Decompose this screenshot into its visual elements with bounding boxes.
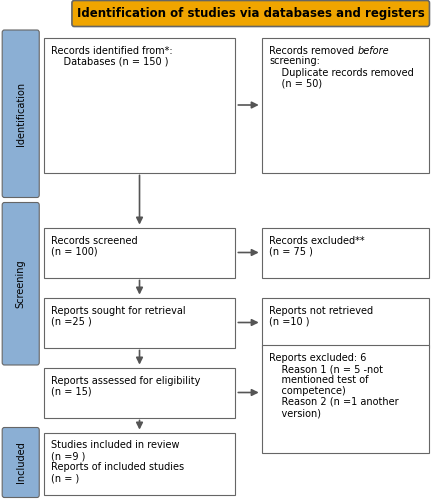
FancyBboxPatch shape — [72, 0, 429, 26]
Text: Reports assessed for eligibility: Reports assessed for eligibility — [51, 376, 201, 386]
Text: Reports of included studies: Reports of included studies — [51, 462, 184, 472]
Text: competence): competence) — [269, 386, 346, 396]
Text: (n = 100): (n = 100) — [51, 246, 98, 256]
Text: Records excluded**: Records excluded** — [269, 236, 365, 246]
FancyBboxPatch shape — [2, 202, 39, 365]
Text: Records identified from*:: Records identified from*: — [51, 46, 173, 56]
FancyBboxPatch shape — [262, 298, 429, 348]
Text: Reason 2 (n =1 another: Reason 2 (n =1 another — [269, 397, 399, 407]
Text: Records screened: Records screened — [51, 236, 138, 246]
Text: mentioned test of: mentioned test of — [269, 375, 369, 385]
Text: (n =9 ): (n =9 ) — [51, 452, 86, 462]
Text: (n =25 ): (n =25 ) — [51, 316, 92, 326]
FancyBboxPatch shape — [44, 368, 235, 418]
Text: Identification of studies via databases and registers: Identification of studies via databases … — [77, 7, 425, 20]
Text: Identification: Identification — [16, 82, 26, 146]
FancyBboxPatch shape — [262, 345, 429, 453]
Text: Reports excluded: 6: Reports excluded: 6 — [269, 353, 367, 363]
FancyBboxPatch shape — [2, 428, 39, 498]
Text: Reason 1 (n = 5 -not: Reason 1 (n = 5 -not — [269, 364, 383, 374]
Text: (n = 50): (n = 50) — [269, 78, 323, 88]
Text: (n =10 ): (n =10 ) — [269, 316, 310, 326]
Text: Records removed: Records removed — [269, 46, 358, 56]
Text: version): version) — [269, 408, 321, 418]
Text: Duplicate records removed: Duplicate records removed — [269, 68, 414, 78]
Text: (n = ): (n = ) — [51, 474, 80, 484]
Text: screening:: screening: — [269, 56, 320, 66]
FancyBboxPatch shape — [44, 228, 235, 278]
FancyBboxPatch shape — [2, 30, 39, 198]
FancyBboxPatch shape — [262, 228, 429, 278]
FancyBboxPatch shape — [44, 38, 235, 172]
Text: Reports sought for retrieval: Reports sought for retrieval — [51, 306, 186, 316]
Text: Studies included in review: Studies included in review — [51, 440, 180, 450]
FancyBboxPatch shape — [44, 298, 235, 348]
Text: (n = 75 ): (n = 75 ) — [269, 246, 313, 256]
Text: (n = 15): (n = 15) — [51, 386, 92, 396]
Text: before: before — [358, 46, 389, 56]
Text: Screening: Screening — [16, 260, 26, 308]
Text: Databases (n = 150 ): Databases (n = 150 ) — [51, 56, 169, 66]
FancyBboxPatch shape — [262, 38, 429, 172]
FancyBboxPatch shape — [44, 432, 235, 495]
Text: Reports not retrieved: Reports not retrieved — [269, 306, 374, 316]
Text: Included: Included — [16, 442, 26, 484]
